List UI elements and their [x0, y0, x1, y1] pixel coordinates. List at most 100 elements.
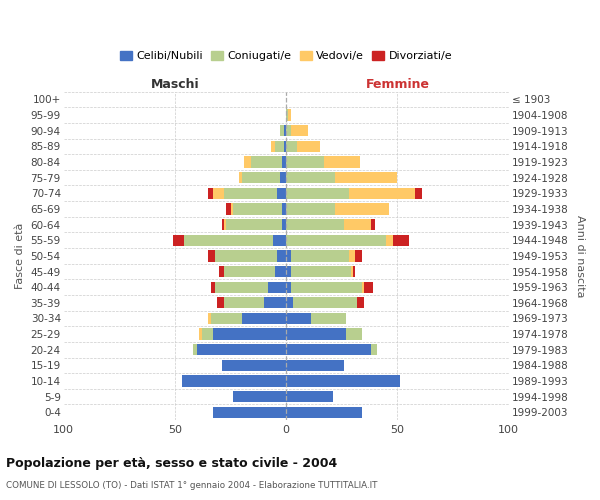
Bar: [286, 297, 293, 308]
Bar: [415, 188, 422, 199]
Bar: [226, 204, 230, 214]
Bar: [213, 188, 224, 199]
Bar: [242, 172, 280, 184]
Bar: [282, 219, 286, 230]
Bar: [286, 234, 386, 246]
Bar: [271, 140, 275, 152]
Bar: [213, 406, 286, 418]
Bar: [277, 188, 286, 199]
Text: Popolazione per età, sesso e stato civile - 2004: Popolazione per età, sesso e stato civil…: [6, 458, 337, 470]
Bar: [335, 172, 397, 184]
Bar: [199, 328, 202, 340]
Bar: [355, 250, 362, 262]
Bar: [286, 204, 335, 214]
Bar: [286, 328, 346, 340]
Bar: [290, 282, 362, 293]
Bar: [298, 140, 320, 152]
Bar: [244, 156, 251, 168]
Bar: [286, 266, 290, 277]
Bar: [286, 188, 349, 199]
Bar: [233, 204, 282, 214]
Bar: [293, 297, 358, 308]
Bar: [286, 376, 400, 386]
Bar: [371, 219, 375, 230]
Bar: [220, 266, 224, 277]
Bar: [353, 266, 355, 277]
Legend: Celibi/Nubili, Coniugati/e, Vedovi/e, Divorziati/e: Celibi/Nubili, Coniugati/e, Vedovi/e, Di…: [116, 46, 457, 66]
Bar: [286, 219, 344, 230]
Bar: [268, 282, 286, 293]
Bar: [364, 282, 373, 293]
Bar: [208, 250, 215, 262]
Y-axis label: Anni di nascita: Anni di nascita: [575, 214, 585, 297]
Bar: [224, 219, 226, 230]
Bar: [273, 234, 286, 246]
Bar: [289, 110, 290, 120]
Bar: [208, 188, 213, 199]
Bar: [193, 344, 197, 356]
Bar: [324, 156, 359, 168]
Bar: [213, 328, 286, 340]
Bar: [224, 188, 277, 199]
Bar: [275, 140, 284, 152]
Bar: [280, 172, 286, 184]
Bar: [202, 328, 213, 340]
Bar: [230, 204, 233, 214]
Y-axis label: Fasce di età: Fasce di età: [15, 222, 25, 289]
Bar: [280, 125, 284, 136]
Bar: [286, 360, 344, 371]
Bar: [275, 266, 286, 277]
Bar: [286, 391, 333, 402]
Bar: [184, 234, 273, 246]
Bar: [335, 204, 389, 214]
Bar: [233, 391, 286, 402]
Bar: [211, 282, 215, 293]
Bar: [358, 297, 364, 308]
Bar: [371, 344, 377, 356]
Text: Maschi: Maschi: [151, 78, 199, 91]
Text: Femmine: Femmine: [365, 78, 430, 91]
Bar: [344, 219, 371, 230]
Bar: [311, 313, 346, 324]
Bar: [282, 156, 286, 168]
Bar: [393, 234, 409, 246]
Bar: [284, 140, 286, 152]
Bar: [221, 360, 286, 371]
Bar: [286, 140, 298, 152]
Bar: [286, 125, 290, 136]
Bar: [211, 313, 242, 324]
Bar: [242, 313, 286, 324]
Bar: [349, 188, 415, 199]
Bar: [173, 234, 184, 246]
Bar: [221, 219, 224, 230]
Bar: [226, 219, 282, 230]
Bar: [197, 344, 286, 356]
Text: COMUNE DI LESSOLO (TO) - Dati ISTAT 1° gennaio 2004 - Elaborazione TUTTITALIA.IT: COMUNE DI LESSOLO (TO) - Dati ISTAT 1° g…: [6, 481, 377, 490]
Bar: [239, 172, 242, 184]
Bar: [362, 282, 364, 293]
Bar: [277, 250, 286, 262]
Bar: [217, 297, 224, 308]
Bar: [182, 376, 286, 386]
Bar: [386, 234, 393, 246]
Bar: [224, 266, 275, 277]
Bar: [286, 172, 335, 184]
Bar: [286, 406, 362, 418]
Bar: [346, 328, 362, 340]
Bar: [215, 250, 277, 262]
Bar: [286, 282, 290, 293]
Bar: [286, 156, 324, 168]
Bar: [215, 282, 268, 293]
Bar: [351, 266, 353, 277]
Bar: [208, 313, 211, 324]
Bar: [290, 250, 349, 262]
Bar: [290, 125, 308, 136]
Bar: [349, 250, 355, 262]
Bar: [286, 250, 290, 262]
Bar: [284, 125, 286, 136]
Bar: [286, 344, 371, 356]
Bar: [286, 110, 289, 120]
Bar: [251, 156, 282, 168]
Bar: [290, 266, 351, 277]
Bar: [286, 313, 311, 324]
